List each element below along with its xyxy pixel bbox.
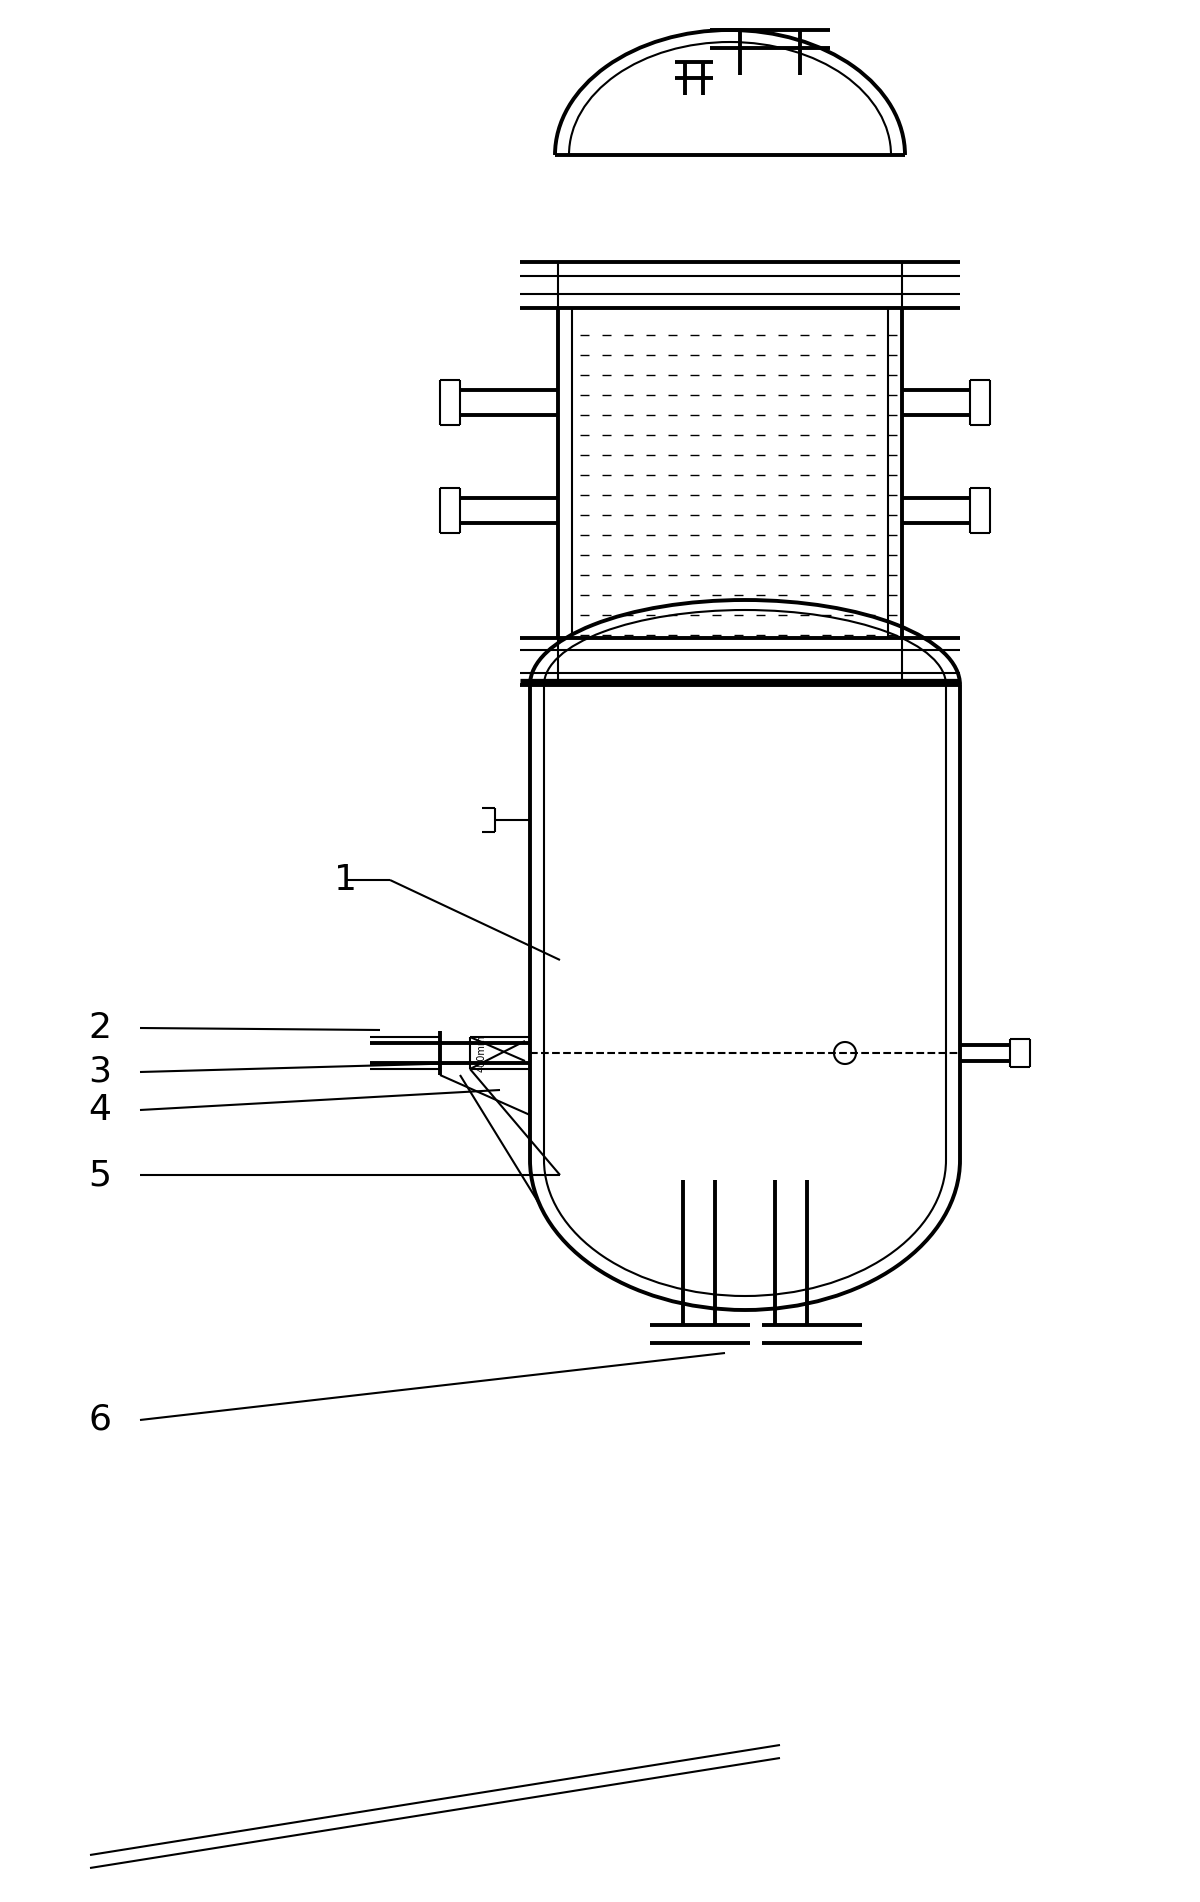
Text: 6: 6 — [89, 1404, 112, 1438]
Text: 400mm: 400mm — [478, 1035, 487, 1071]
Text: 3: 3 — [89, 1056, 112, 1090]
Bar — [558, 637, 902, 685]
Text: 4: 4 — [89, 1094, 112, 1128]
Bar — [558, 262, 902, 308]
Text: 5: 5 — [89, 1158, 112, 1193]
Text: 1: 1 — [334, 864, 356, 898]
Text: 2: 2 — [89, 1012, 112, 1044]
